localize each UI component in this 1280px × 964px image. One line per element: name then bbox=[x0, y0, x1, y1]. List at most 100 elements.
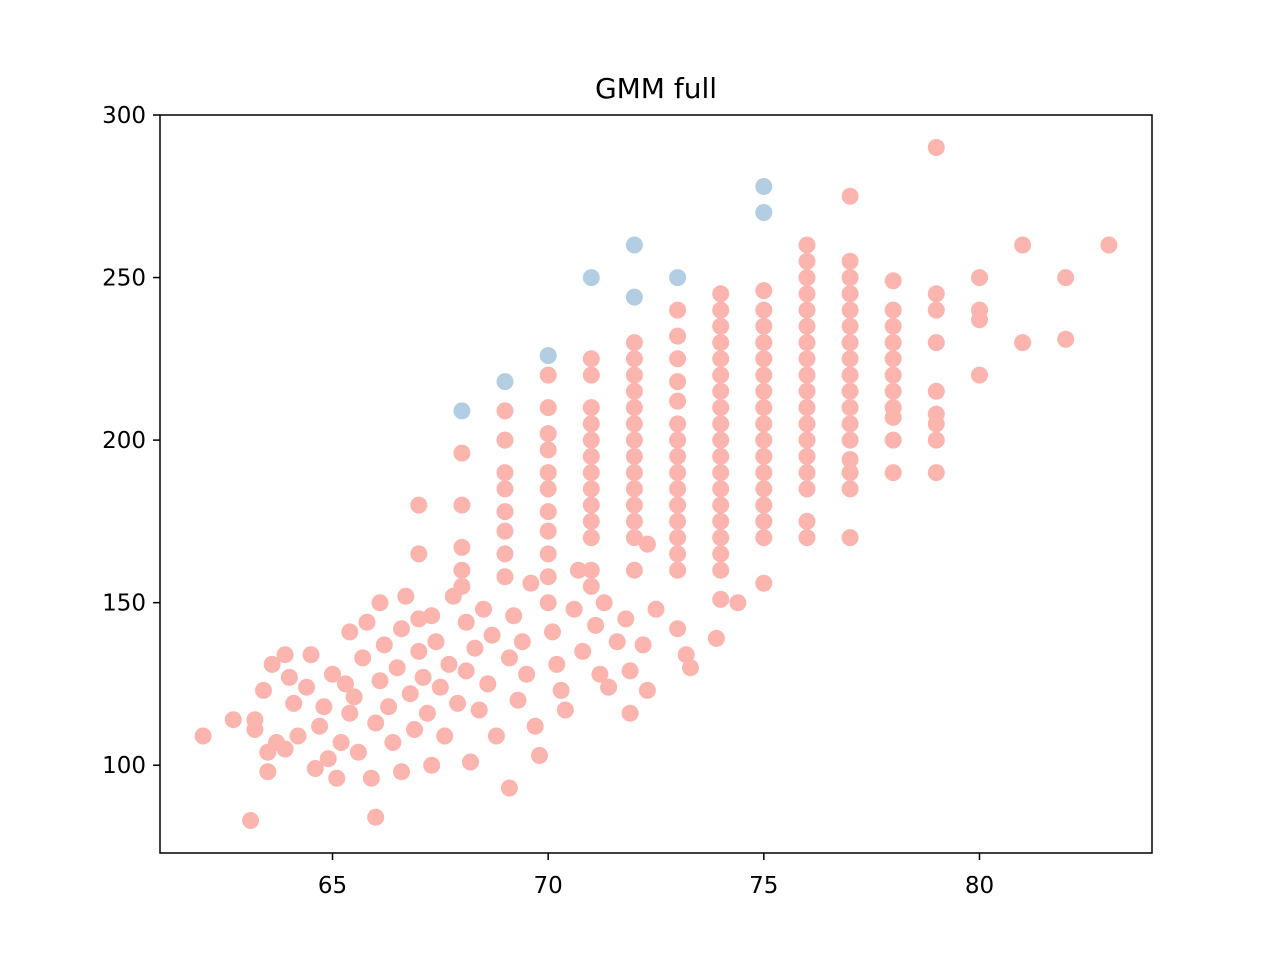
scatter-point bbox=[625, 431, 643, 449]
scatter-point bbox=[712, 480, 730, 498]
scatter-point bbox=[371, 594, 389, 612]
scatter-point bbox=[431, 678, 449, 696]
scatter-point bbox=[306, 760, 324, 777]
scatter-point bbox=[669, 447, 687, 465]
scatter-point bbox=[625, 366, 643, 384]
scatter-point bbox=[475, 600, 492, 618]
scatter-point bbox=[712, 334, 730, 352]
scatter-point bbox=[841, 317, 859, 335]
scatter-point bbox=[798, 317, 816, 335]
scatter-point bbox=[712, 285, 730, 303]
scatter-point bbox=[884, 350, 902, 368]
scatter-point bbox=[582, 512, 600, 530]
scatter-point bbox=[582, 399, 600, 417]
scatter-point bbox=[712, 545, 730, 563]
scatter-point bbox=[669, 350, 687, 368]
scatter-point bbox=[255, 681, 272, 699]
scatter-point bbox=[712, 447, 730, 465]
scatter-point bbox=[798, 366, 816, 384]
scatter-point bbox=[289, 727, 307, 745]
scatter-point bbox=[625, 480, 643, 498]
scatter-point bbox=[509, 691, 527, 709]
scatter-point bbox=[397, 587, 415, 605]
scatter-point bbox=[841, 187, 859, 205]
scatter-point bbox=[971, 311, 988, 329]
x-tick-label: 75 bbox=[749, 873, 778, 899]
scatter-point bbox=[500, 649, 518, 667]
scatter-point bbox=[384, 734, 402, 751]
scatter-point bbox=[315, 698, 333, 716]
scatter-point bbox=[712, 464, 730, 482]
scatter-point bbox=[712, 350, 730, 368]
scatter-point bbox=[332, 734, 350, 751]
x-tick-label: 80 bbox=[965, 873, 994, 899]
x-tick-label: 70 bbox=[534, 873, 563, 899]
scatter-point bbox=[496, 402, 514, 420]
scatter-point bbox=[608, 633, 626, 651]
scatter-point bbox=[755, 529, 773, 547]
scatter-point bbox=[669, 431, 687, 449]
scatter-point bbox=[479, 675, 497, 693]
scatter-point bbox=[798, 529, 816, 547]
scatter-point bbox=[884, 382, 902, 400]
scatter-point bbox=[625, 236, 643, 254]
scatter-point bbox=[971, 366, 988, 384]
scatter-point bbox=[712, 431, 730, 449]
scatter-point bbox=[927, 415, 945, 433]
scatter-point bbox=[712, 496, 730, 514]
scatter-point bbox=[707, 629, 725, 647]
scatter-point bbox=[755, 512, 773, 530]
scatter-point bbox=[591, 665, 609, 683]
scatter-point bbox=[625, 496, 643, 514]
scatter-point bbox=[798, 382, 816, 400]
scatter-point bbox=[453, 444, 471, 462]
scatter-point bbox=[263, 655, 281, 673]
scatter-point bbox=[453, 577, 471, 595]
scatter-point bbox=[539, 464, 557, 482]
scatter-point bbox=[393, 620, 410, 638]
scatter-point bbox=[531, 747, 548, 764]
scatter-point bbox=[884, 431, 902, 449]
scatter-point bbox=[841, 431, 859, 449]
scatter-point bbox=[669, 529, 687, 547]
scatter-point bbox=[470, 701, 488, 719]
scatter-point bbox=[194, 727, 212, 745]
scatter-point bbox=[669, 269, 687, 287]
scatter-point bbox=[362, 769, 380, 787]
scatter-point bbox=[625, 415, 643, 433]
scatter-point bbox=[539, 441, 557, 459]
scatter-point bbox=[276, 740, 294, 758]
scatter-point bbox=[884, 317, 902, 335]
scatter-point bbox=[798, 399, 816, 417]
scatter-point bbox=[669, 561, 687, 579]
scatter-point bbox=[798, 447, 816, 465]
scatter-point bbox=[574, 642, 592, 660]
scatter-point bbox=[927, 301, 945, 319]
scatter-point bbox=[466, 639, 484, 657]
scatter-point bbox=[453, 538, 471, 556]
scatter-point bbox=[669, 464, 687, 482]
scatter-point bbox=[410, 642, 428, 660]
scatter-point bbox=[755, 382, 773, 400]
scatter-point bbox=[259, 763, 277, 781]
scatter-point bbox=[410, 496, 428, 514]
scatter-point bbox=[496, 464, 514, 482]
scatter-point bbox=[841, 415, 859, 433]
scatter-point bbox=[798, 252, 816, 270]
scatter-point bbox=[884, 464, 902, 482]
scatter-point bbox=[798, 350, 816, 368]
scatter-point bbox=[556, 701, 574, 719]
scatter-point bbox=[798, 236, 816, 254]
scatter-point bbox=[621, 662, 639, 680]
scatter-point bbox=[453, 496, 471, 514]
scatter-point bbox=[625, 334, 643, 352]
y-tick-label: 100 bbox=[102, 753, 146, 779]
scatter-point bbox=[669, 415, 687, 433]
y-tick-label: 150 bbox=[102, 591, 146, 617]
scatter-point bbox=[380, 698, 398, 716]
scatter-point bbox=[927, 382, 945, 400]
scatter-point bbox=[582, 577, 600, 595]
scatter-point bbox=[224, 711, 242, 729]
scatter-point bbox=[927, 431, 945, 449]
